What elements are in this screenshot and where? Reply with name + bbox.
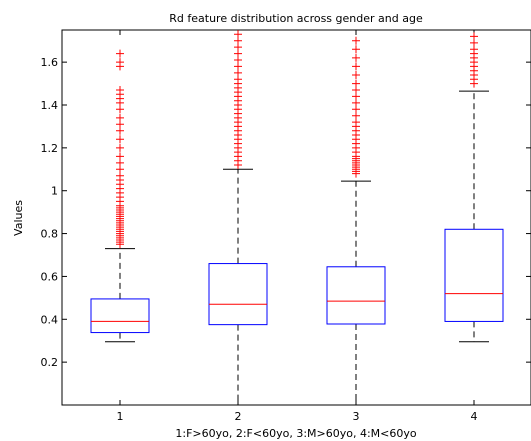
outlier-marker <box>116 135 124 144</box>
outlier-marker <box>352 79 360 88</box>
x-axis-label: 1:F>60yo, 2:F<60yo, 3:M>60yo, 4:M<60yo <box>175 427 417 440</box>
outlier-marker <box>470 32 478 41</box>
outlier-marker <box>352 62 360 71</box>
x-tick-label: 1 <box>117 410 124 423</box>
outlier-marker <box>352 45 360 54</box>
y-tick-label: 1 <box>51 185 58 198</box>
y-tick-label: 0.6 <box>41 270 59 283</box>
y-tick-label: 1.2 <box>41 142 59 155</box>
x-tick-label: 2 <box>235 410 242 423</box>
outlier-marker <box>352 53 360 62</box>
outlier-marker <box>116 113 124 122</box>
y-tick-label: 0.4 <box>41 313 59 326</box>
outlier-marker <box>116 86 124 94</box>
chart-title: Rd feature distribution across gender an… <box>169 12 423 25</box>
x-tick-label: 3 <box>353 410 360 423</box>
y-axis-label: Values <box>12 200 25 236</box>
outlier-marker <box>116 49 124 58</box>
y-tick-label: 1.6 <box>41 56 59 69</box>
y-tick-label: 0.2 <box>41 356 59 369</box>
box <box>326 266 386 325</box>
x-tick-label: 4 <box>471 410 478 423</box>
outlier-marker <box>116 152 124 161</box>
outlier-marker <box>352 36 360 45</box>
y-tick-label: 1.4 <box>41 99 59 112</box>
plot-area <box>61 29 531 406</box>
box <box>208 263 268 326</box>
box <box>444 228 504 322</box>
outlier-marker <box>116 58 124 67</box>
outlier-marker <box>352 71 360 79</box>
outlier-marker <box>116 143 124 152</box>
y-tick-label: 0.8 <box>41 228 59 241</box>
outlier-marker <box>234 30 242 39</box>
box <box>90 298 150 334</box>
